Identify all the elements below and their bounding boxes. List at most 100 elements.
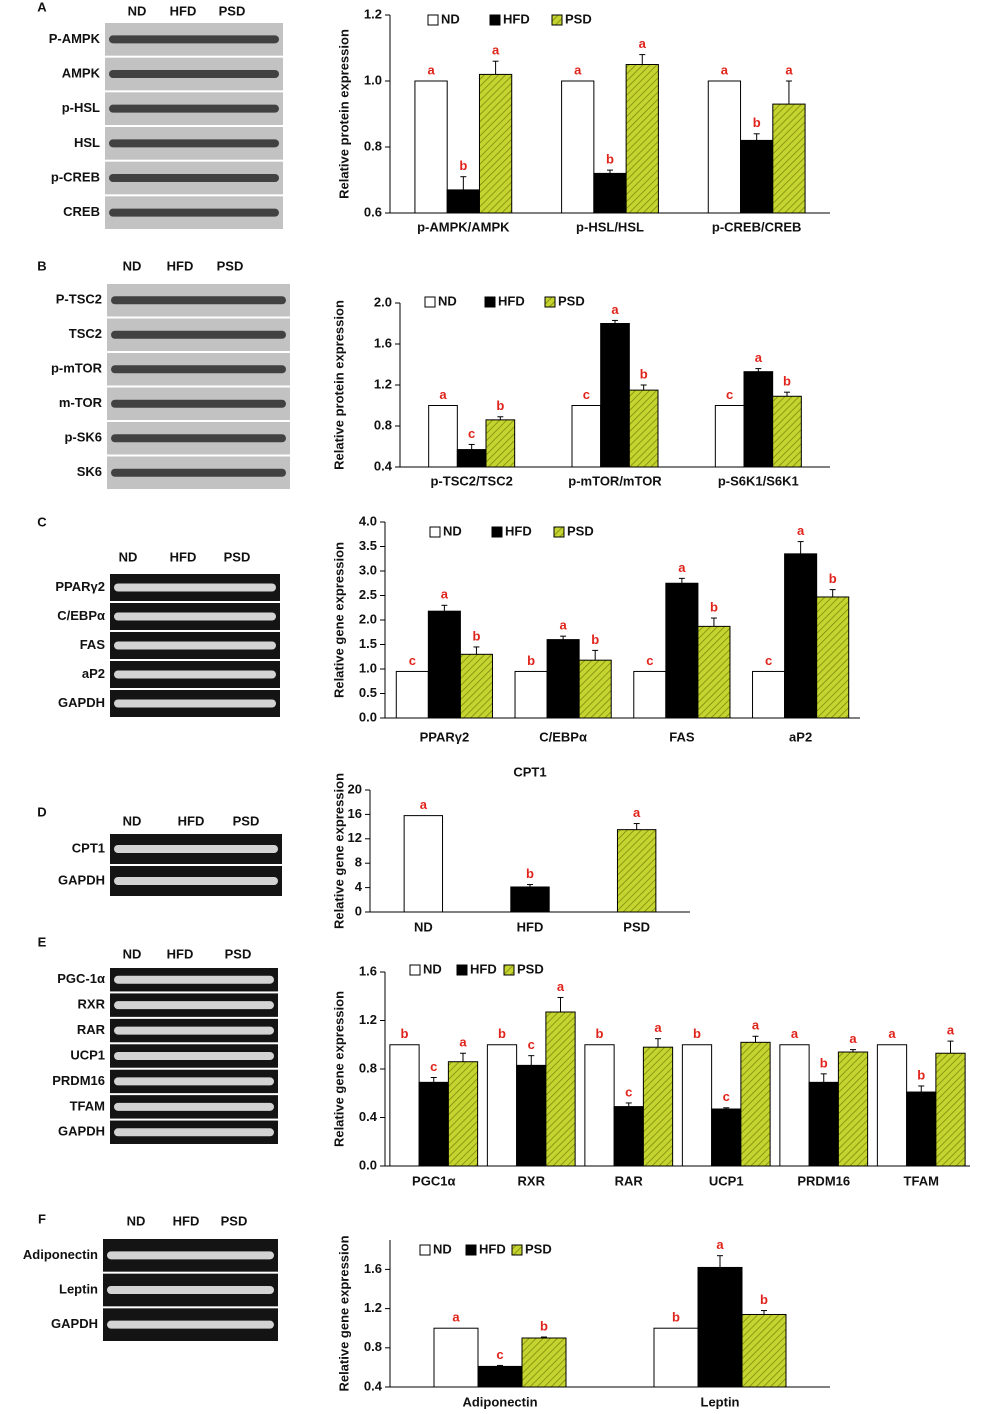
blot-band [109, 104, 279, 113]
x-tick-label: p-AMPK/AMPK [417, 219, 510, 234]
y-tick-label: 2.0 [374, 294, 392, 309]
significance-letter: a [849, 1031, 857, 1046]
y-tick-label: 0.4 [364, 1378, 383, 1393]
y-tick-label: 2.0 [359, 611, 377, 626]
legend-label: HFD [498, 293, 525, 308]
x-tick-label: PRDM16 [797, 1173, 850, 1188]
blot-band [111, 330, 286, 339]
panel-label: B [37, 258, 46, 273]
row-label: GAPDH [51, 1316, 98, 1331]
y-tick-label: 1.2 [359, 1012, 377, 1027]
bar [561, 80, 595, 214]
significance-letter: a [611, 302, 619, 317]
significance-letter: c [726, 387, 733, 402]
significance-letter: b [527, 653, 535, 668]
y-tick-label: 1.2 [364, 1300, 382, 1315]
significance-letter: a [752, 1018, 760, 1033]
legend-label: ND [423, 961, 442, 976]
blot-band [114, 845, 278, 853]
blot-band [114, 612, 276, 621]
blot-band [114, 1001, 274, 1010]
blot-band [114, 1128, 274, 1137]
row-label: p-mTOR [51, 361, 103, 376]
significance-letter: b [526, 866, 534, 881]
panel-label: D [37, 804, 46, 819]
significance-letter: a [557, 979, 565, 994]
x-tick-label: Leptin [701, 1394, 740, 1409]
significance-letter: b [591, 632, 599, 647]
bar [711, 1108, 742, 1167]
legend-label: ND [433, 1241, 452, 1256]
bar [427, 610, 461, 719]
significance-letter: a [574, 62, 582, 77]
y-tick-label: 0 [355, 903, 362, 918]
y-axis-label: Relative gene expression [336, 1235, 351, 1391]
legend-swatch [484, 296, 496, 308]
row-label: P-TSC2 [56, 292, 102, 307]
significance-letter: a [947, 1023, 955, 1038]
y-tick-label: 4.0 [359, 513, 377, 528]
significance-letter: a [427, 62, 435, 77]
blot-band [114, 641, 276, 650]
significance-letter: c [409, 653, 416, 668]
legend-swatch [419, 1244, 431, 1256]
row-label: p-SK6 [64, 430, 102, 445]
lane-label: HFD [167, 946, 194, 961]
row-label: Adiponectin [23, 1247, 98, 1262]
significance-letter: b [672, 1310, 680, 1325]
y-tick-label: 0.8 [359, 1060, 377, 1075]
blot-band [111, 399, 286, 408]
x-tick-label: UCP1 [709, 1173, 744, 1188]
lane-label: PSD [221, 1213, 248, 1228]
legend-swatch [429, 526, 441, 538]
blot-band [114, 583, 276, 592]
y-tick-label: 1.0 [359, 660, 377, 675]
significance-letter: b [693, 1026, 701, 1041]
bar [743, 371, 774, 468]
bar [714, 405, 745, 468]
legend-label: HFD [505, 523, 532, 538]
row-label: PPARγ2 [55, 579, 105, 594]
legend-swatch [489, 14, 501, 26]
bar [389, 1044, 420, 1167]
legend-label: ND [441, 11, 460, 26]
bar [642, 1046, 674, 1167]
blot-band [107, 1286, 274, 1294]
significance-letter: a [654, 1020, 662, 1035]
lane-label: PSD [219, 3, 246, 18]
row-label: RAR [77, 1022, 106, 1037]
y-tick-label: 0.5 [359, 685, 377, 700]
blot-band [109, 208, 279, 217]
lane-label: HFD [170, 3, 197, 18]
lane-label: PSD [233, 813, 260, 828]
bar [616, 829, 657, 913]
legend-swatch [503, 964, 515, 976]
bar [478, 73, 513, 214]
bar [486, 1044, 518, 1167]
y-tick-label: 3.0 [359, 562, 377, 577]
y-tick-label: 0.8 [364, 1339, 382, 1354]
significance-letter: b [710, 599, 718, 614]
y-tick-label: 2.5 [359, 587, 377, 602]
row-label: RXR [78, 997, 106, 1012]
lane-label: PSD [225, 946, 252, 961]
significance-letter: a [560, 618, 568, 633]
significance-letter: b [606, 152, 614, 167]
legend-swatch [511, 1244, 523, 1256]
x-tick-label: aP2 [789, 729, 812, 744]
blot-band [109, 139, 279, 148]
bar [395, 670, 429, 719]
x-tick-label: C/EBPα [539, 729, 587, 744]
y-tick-label: 1.6 [359, 963, 377, 978]
blot-band [114, 1052, 274, 1060]
legend-label: PSD [558, 293, 585, 308]
bar [418, 1081, 449, 1167]
significance-letter: c [723, 1089, 730, 1104]
bar [906, 1091, 937, 1167]
bar [935, 1052, 966, 1167]
blot-band [114, 877, 278, 885]
row-label: P-AMPK [49, 31, 101, 46]
blot-band [111, 434, 286, 443]
x-tick-label: p-S6K1/S6K1 [718, 473, 799, 488]
legend-swatch [544, 296, 556, 308]
